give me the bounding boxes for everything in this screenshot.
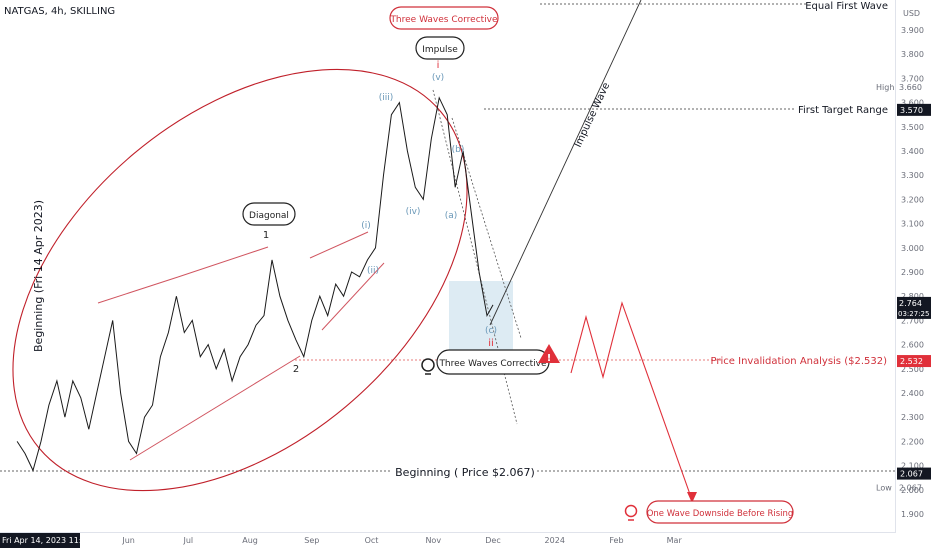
y-tick-label: 3.200 (901, 195, 924, 204)
wave-2-label: 2 (293, 364, 299, 375)
target-zone-box (449, 281, 513, 351)
impulse-wave-label: Impulse Wave (573, 81, 613, 149)
high-text: High (876, 83, 894, 92)
current-price-value: 2.764 (899, 299, 922, 308)
y-tick-label: 2.300 (901, 413, 924, 422)
wave-b-label: (b) (452, 145, 465, 155)
invalidation-price-tag (897, 355, 931, 368)
diagonal-upper-2 (177, 246, 269, 278)
lightbulb-icon (421, 358, 435, 375)
wave-a-label: (a) (445, 211, 458, 221)
x-tick-label: Mar (667, 536, 683, 545)
x-tick-label: Jun (121, 536, 135, 545)
x-tick-label: Sep (304, 536, 319, 545)
wedge-lower (321, 262, 385, 331)
y-tick-label: 3.500 (901, 123, 924, 132)
target-price-tag (897, 103, 931, 116)
wave-iii-label: (iii) (379, 93, 394, 103)
invalidation-label: Price Invalidation Analysis ($2.532) (711, 356, 888, 367)
beginning-price-tag (897, 467, 931, 480)
down-channel-upper (451, 117, 522, 339)
wave-v-label: (v) (432, 73, 444, 83)
diagonal-label: Diagonal (249, 211, 289, 221)
svg-text:!: ! (547, 353, 552, 364)
y-tick-label: 2.700 (901, 316, 924, 325)
wave-i-label: (i) (361, 221, 371, 231)
y-tick-label: 1.900 (901, 510, 924, 519)
y-tick-label: 3.400 (901, 147, 924, 156)
y-tick-label: 3.800 (901, 50, 924, 59)
x-tick-label: Fri Apr 14, 2023 11:00 (2, 536, 92, 545)
beginning-price-label: Beginning ( Price $2.067) (395, 466, 535, 479)
y-tick-label: 2.900 (901, 268, 924, 277)
price-axis[interactable] (896, 0, 932, 532)
y-tick-label: 2.600 (901, 341, 924, 350)
y-tick-label: 2.800 (901, 292, 924, 301)
impulse-box (415, 36, 465, 60)
y-tick-label: 2.000 (901, 486, 924, 495)
impulse-wave-line (489, 0, 642, 326)
y-tick-label: 3.600 (901, 99, 924, 108)
projection-path (570, 301, 693, 501)
one-wave-label: One Wave Downside Before Rising (647, 509, 794, 519)
wedge-upper (309, 231, 369, 259)
first-target-label: First Target Range (798, 105, 888, 116)
down-channel-lower (432, 89, 518, 425)
one-wave-box (646, 500, 794, 524)
wave-big-i-label: i (437, 60, 440, 71)
low-value: 2.067 (899, 484, 922, 493)
y-tick-label: 3.000 (901, 244, 924, 253)
y-tick-label: 2.400 (901, 389, 924, 398)
y-tick-label: 2.500 (901, 365, 924, 374)
time-axis[interactable] (0, 532, 896, 550)
x-tick-label: Jul (182, 536, 193, 545)
wave-big-ii-label: ii (488, 338, 494, 349)
wave-ii-label: (ii) (367, 266, 379, 276)
y-tick-label: 2.100 (901, 462, 924, 471)
x-tick-highlight (0, 533, 80, 548)
symbol-title: NATGAS, 4h, SKILLING (4, 6, 116, 17)
y-tick-label: 3.100 (901, 220, 924, 229)
x-tick-label: Oct (365, 536, 379, 545)
beginning-date-label: Beginning (Fri 14 Apr 2023) (32, 200, 45, 352)
diagonal-box (242, 202, 296, 226)
currency-label: USD (903, 9, 920, 18)
target-price-value: 3.570 (900, 106, 923, 115)
x-tick-label: Aug (242, 536, 258, 545)
x-tick-label: Feb (609, 536, 623, 545)
beginning-price-value: 2.067 (900, 470, 923, 479)
diagonal-upper-1 (97, 276, 179, 304)
y-tick-label: 3.300 (901, 171, 924, 180)
wave-iv-label: (iv) (406, 207, 421, 217)
y-tick-label: 2.200 (901, 437, 924, 446)
wave-c-label: (c) (485, 326, 497, 336)
wave-1-label: 1 (263, 230, 269, 241)
x-tick-label: Dec (485, 536, 500, 545)
y-tick-label: 3.700 (901, 74, 924, 83)
price-series-line (16, 96, 494, 472)
three-waves-top-label: Three Waves Corrective (389, 15, 498, 25)
equal-first-wave-label: Equal First Wave (805, 1, 888, 12)
projection-arrowhead (687, 492, 697, 503)
warning-icon: ! (538, 344, 560, 364)
lightbulb-red-icon (624, 504, 638, 521)
impulse-label: Impulse (422, 45, 458, 55)
x-tick-label: 2024 (545, 536, 565, 545)
invalidation-price-value: 2.532 (900, 357, 923, 366)
high-value: 3.660 (899, 83, 922, 92)
three-waves-mid-label: Three Waves Corrective (438, 359, 547, 369)
low-text: Low (876, 484, 892, 493)
three-waves-top-box (389, 6, 499, 30)
x-tick-label: Nov (425, 536, 441, 545)
countdown-value: 03:27:25 (898, 310, 929, 318)
y-tick-label: 3.900 (901, 26, 924, 35)
diagonal-lower (129, 355, 301, 461)
current-price-tag (897, 296, 931, 319)
